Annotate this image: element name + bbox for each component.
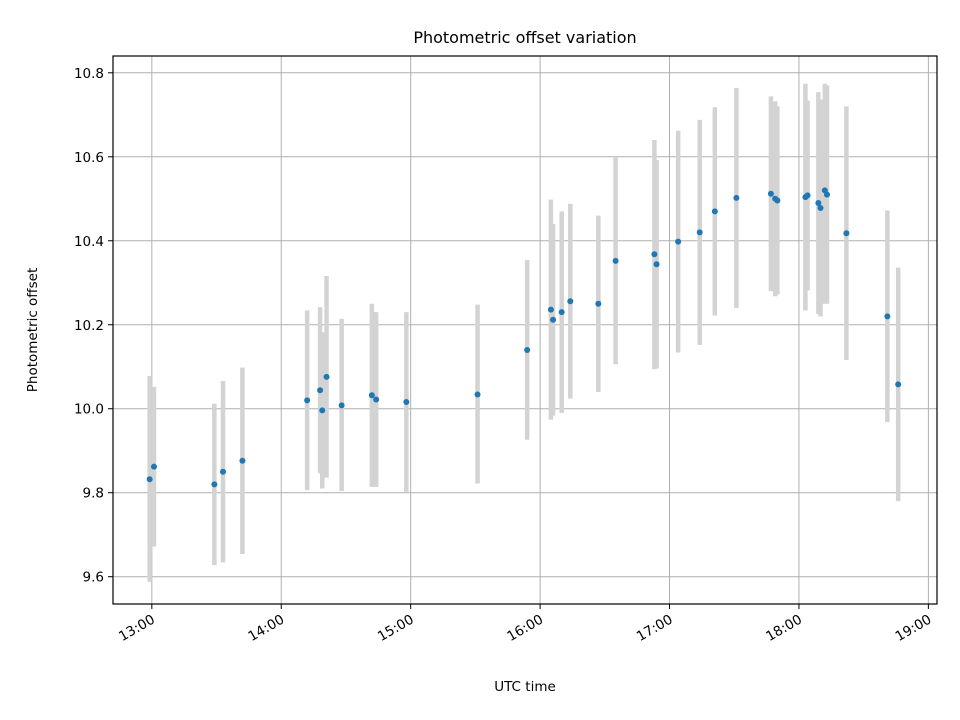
data-point [338, 402, 345, 409]
data-point [675, 238, 682, 245]
data-point [146, 476, 153, 483]
data-point [550, 316, 557, 323]
data-point [373, 396, 380, 403]
data-point [317, 387, 324, 394]
y-axis-ticks: 9.6 9.8 10.0 10.2 10.4 10.6 10.8 [74, 66, 113, 586]
data-point [323, 373, 330, 380]
data-point [711, 208, 718, 215]
y-axis-label: Photometric offset [25, 268, 41, 392]
data-point [547, 306, 554, 313]
y-tick-label: 10.0 [74, 402, 104, 418]
data-point [774, 197, 781, 204]
data-point [696, 229, 703, 236]
data-point [767, 190, 774, 197]
data-point [817, 205, 824, 212]
data-point [211, 481, 218, 488]
y-tick-label: 9.6 [83, 570, 104, 586]
data-point [368, 392, 375, 399]
data-point [567, 298, 574, 305]
data-point [319, 407, 326, 414]
data-point [239, 457, 246, 464]
y-tick-label: 10.2 [74, 318, 104, 334]
plot-frame [112, 55, 938, 605]
data-point [815, 199, 822, 206]
data-points [146, 187, 902, 488]
data-point [823, 191, 830, 198]
data-point [150, 463, 157, 470]
data-point [895, 381, 902, 388]
y-tick-label: 10.8 [74, 66, 104, 82]
data-point [612, 257, 619, 264]
data-point [595, 300, 602, 307]
y-tick-label: 10.6 [74, 150, 104, 166]
x-axis-label: UTC time [494, 679, 556, 695]
data-point [884, 313, 891, 320]
data-point [733, 194, 740, 201]
data-point [843, 230, 850, 237]
data-point [651, 251, 658, 258]
data-point [474, 391, 481, 398]
data-point [304, 397, 311, 404]
data-point [653, 261, 660, 268]
y-tick-label: 10.4 [74, 234, 104, 250]
data-point [558, 309, 565, 316]
data-point [403, 399, 410, 406]
chart-title: Photometric offset variation [413, 28, 636, 47]
y-tick-label: 9.8 [83, 486, 104, 502]
data-point [220, 468, 227, 475]
data-point [804, 192, 811, 199]
data-point [524, 346, 531, 353]
